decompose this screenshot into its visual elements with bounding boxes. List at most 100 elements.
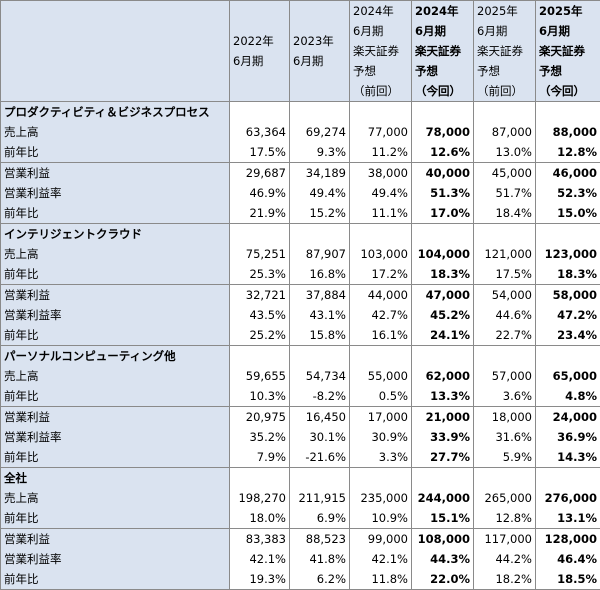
value-cell: 37,884 (290, 285, 350, 306)
value-cell: 87,000 (474, 122, 536, 142)
value-cell: 30.9% (350, 427, 412, 447)
section-header-row: 全社 (1, 468, 600, 489)
value-cell: 38,000 (350, 163, 412, 184)
value-cell: 5.9% (474, 447, 536, 468)
value-cell: 3.3% (350, 447, 412, 468)
row-label: 営業利益率 (1, 549, 230, 569)
row-label: 営業利益率 (1, 427, 230, 447)
empty-cell (412, 346, 474, 367)
section-header-row: パーソナルコンピューティング他 (1, 346, 600, 367)
value-cell: 45,000 (474, 163, 536, 184)
value-cell: 29,687 (230, 163, 290, 184)
value-cell: 17.0% (412, 203, 474, 224)
row-label: 前年比 (1, 142, 230, 163)
value-cell: 12.6% (412, 142, 474, 163)
empty-cell (230, 346, 290, 367)
value-cell: 198,270 (230, 488, 290, 508)
value-cell: 13.0% (474, 142, 536, 163)
empty-cell (536, 224, 600, 245)
value-cell: 52.3% (536, 183, 600, 203)
value-cell: 21.9% (230, 203, 290, 224)
value-cell: 46.4% (536, 549, 600, 569)
row-label: 前年比 (1, 325, 230, 346)
column-header-line: 2025年 (539, 1, 597, 21)
value-cell: 57,000 (474, 366, 536, 386)
value-cell: 211,915 (290, 488, 350, 508)
value-cell: 75,251 (230, 244, 290, 264)
value-cell: 25.2% (230, 325, 290, 346)
empty-cell (474, 346, 536, 367)
value-cell: 276,000 (536, 488, 600, 508)
value-cell: 117,000 (474, 529, 536, 550)
value-cell: 35.2% (230, 427, 290, 447)
value-cell: 42.7% (350, 305, 412, 325)
value-cell: 11.2% (350, 142, 412, 163)
value-cell: 16,450 (290, 407, 350, 428)
value-cell: 9.3% (290, 142, 350, 163)
value-cell: 65,000 (536, 366, 600, 386)
value-cell: 17.5% (230, 142, 290, 163)
column-header-line: 予想 (539, 61, 597, 81)
value-cell: 49.4% (350, 183, 412, 203)
column-header-line: 2023年 (293, 31, 346, 51)
value-cell: 25.3% (230, 264, 290, 285)
section-title: プロダクティビティ＆ビジネスプロセス (1, 102, 230, 123)
empty-cell (350, 102, 412, 123)
value-cell: 62,000 (412, 366, 474, 386)
empty-cell (290, 346, 350, 367)
value-cell: 16.1% (350, 325, 412, 346)
empty-cell (230, 224, 290, 245)
value-cell: 99,000 (350, 529, 412, 550)
value-cell: 3.6% (474, 386, 536, 407)
value-cell: 13.3% (412, 386, 474, 407)
row-label: 売上高 (1, 366, 230, 386)
value-cell: 88,523 (290, 529, 350, 550)
value-cell: 49.4% (290, 183, 350, 203)
value-cell: 18.4% (474, 203, 536, 224)
value-cell: 235,000 (350, 488, 412, 508)
section-title: パーソナルコンピューティング他 (1, 346, 230, 367)
value-cell: 265,000 (474, 488, 536, 508)
value-cell: 54,734 (290, 366, 350, 386)
value-cell: 54,000 (474, 285, 536, 306)
value-cell: 43.5% (230, 305, 290, 325)
column-header-line: 楽天証券 (477, 41, 532, 61)
empty-cell (412, 224, 474, 245)
value-cell: 15.0% (536, 203, 600, 224)
value-cell: 55,000 (350, 366, 412, 386)
empty-cell (290, 224, 350, 245)
section-header-row: プロダクティビティ＆ビジネスプロセス (1, 102, 600, 123)
empty-cell (290, 468, 350, 489)
column-header-line: 6月期 (415, 21, 470, 41)
value-cell: 44.3% (412, 549, 474, 569)
value-cell: 18.2% (474, 569, 536, 590)
empty-cell (412, 102, 474, 123)
empty-cell (474, 102, 536, 123)
empty-cell (412, 468, 474, 489)
value-cell: 33.9% (412, 427, 474, 447)
empty-cell (536, 468, 600, 489)
value-cell: 27.7% (412, 447, 474, 468)
value-cell: 51.7% (474, 183, 536, 203)
value-cell: 121,000 (474, 244, 536, 264)
value-cell: 6.9% (290, 508, 350, 529)
value-cell: 12.8% (536, 142, 600, 163)
value-cell: 47.2% (536, 305, 600, 325)
value-cell: 24,000 (536, 407, 600, 428)
empty-cell (350, 346, 412, 367)
column-header-line: 2024年 (415, 1, 470, 21)
value-cell: 17.2% (350, 264, 412, 285)
value-cell: 17.5% (474, 264, 536, 285)
